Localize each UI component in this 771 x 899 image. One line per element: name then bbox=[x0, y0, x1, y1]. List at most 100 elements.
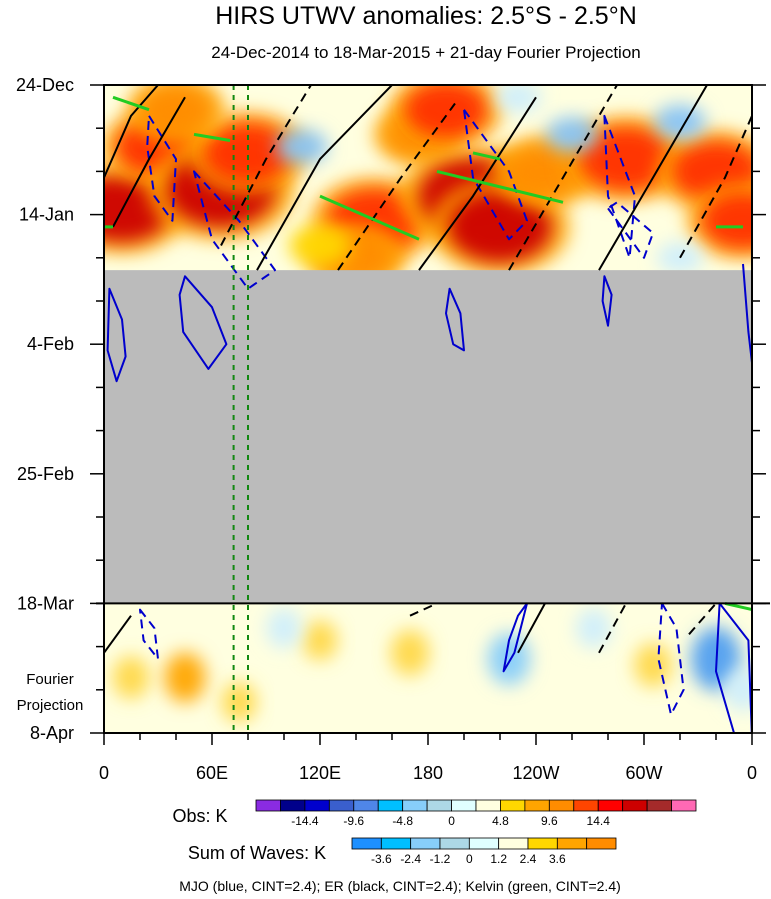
anomaly-blob bbox=[576, 608, 612, 649]
colorbar-swatch bbox=[328, 799, 355, 812]
colorbar-swatch bbox=[439, 837, 470, 850]
anomaly-blob bbox=[112, 655, 150, 699]
missing-data-region bbox=[104, 270, 752, 604]
anomaly-blob bbox=[494, 85, 542, 113]
contour-mjo bbox=[502, 602, 528, 673]
colorbar-swatch bbox=[573, 799, 599, 812]
colorbar-swatch bbox=[597, 799, 624, 812]
colorbar-swatch bbox=[498, 837, 529, 850]
colorbar-swatch bbox=[646, 799, 672, 812]
x-tick-label: 0 bbox=[747, 763, 757, 783]
contour-er bbox=[104, 85, 159, 179]
obs-colorbar: -14.4 -9.6 -4.8 0 4.8 9.6 14.4 bbox=[255, 799, 697, 828]
contour-mjo bbox=[178, 275, 228, 370]
anomaly-blob bbox=[546, 116, 598, 152]
colorbar-swatch bbox=[556, 837, 588, 850]
colorbar-swatch bbox=[524, 799, 550, 812]
anomaly-blob bbox=[266, 608, 302, 649]
x-tick-label: 60W bbox=[625, 763, 662, 783]
colorbar-swatch bbox=[500, 799, 526, 812]
anomaly-blob bbox=[404, 85, 488, 138]
anomaly-blob bbox=[579, 127, 673, 191]
colorbar-tick-label: -3.6 bbox=[371, 852, 392, 866]
colorbar-swatch bbox=[468, 837, 500, 850]
colorbar-tick-label: 3.6 bbox=[549, 852, 566, 866]
colorbar-tick-label: -14.4 bbox=[291, 814, 319, 828]
colorbar-swatch bbox=[353, 799, 379, 812]
colorbar-swatch bbox=[380, 837, 412, 850]
colorbar-swatch bbox=[548, 799, 575, 812]
y-tick-label: 25-Feb bbox=[17, 464, 74, 484]
wave-contours bbox=[104, 85, 752, 733]
y-tick-label: 14-Jan bbox=[19, 205, 74, 225]
contour-er bbox=[517, 602, 546, 654]
contour-mjo bbox=[139, 608, 159, 660]
guide-lines bbox=[232, 85, 249, 733]
contour-kelvin bbox=[193, 132, 231, 142]
contour-er bbox=[409, 602, 438, 617]
contour-mjo bbox=[657, 602, 685, 716]
colorbar-swatch bbox=[527, 837, 558, 850]
colorbar-tick-label: 4.8 bbox=[492, 814, 509, 828]
x-tick-label: 60E bbox=[196, 763, 228, 783]
colorbar-tick-label: 0 bbox=[466, 852, 473, 866]
x-tick-label: 120E bbox=[299, 763, 341, 783]
colorbar-swatch bbox=[255, 799, 281, 812]
contour-er bbox=[598, 85, 708, 271]
y-tick-label: 24-Dec bbox=[16, 75, 74, 95]
fourier-label-line1: Fourier bbox=[26, 671, 74, 688]
anomaly-blob bbox=[448, 191, 552, 263]
colorbar-swatch bbox=[451, 799, 477, 812]
y-tick-label: 8-Apr bbox=[30, 723, 74, 743]
x-tick-label: 0 bbox=[99, 763, 109, 783]
contour-er bbox=[220, 85, 312, 246]
contour-mjo bbox=[445, 287, 465, 352]
colorbar-tick-label: -4.8 bbox=[392, 814, 413, 828]
anomaly-blob bbox=[139, 85, 213, 135]
contour-mjo bbox=[106, 287, 127, 383]
contour-mjo bbox=[607, 201, 654, 259]
contour-er bbox=[337, 102, 456, 271]
anomaly-blob bbox=[724, 668, 752, 712]
colorbar-swatch bbox=[622, 799, 648, 812]
contour-er bbox=[688, 602, 717, 635]
fourier-label-line2: Projection bbox=[17, 697, 84, 714]
contour-mjo bbox=[715, 602, 752, 733]
anomaly-blob bbox=[164, 652, 206, 703]
colorbar-tick-label: 1.2 bbox=[490, 852, 507, 866]
contour-er bbox=[508, 85, 618, 271]
contour-er bbox=[104, 615, 132, 654]
anomaly-blob bbox=[204, 122, 292, 183]
contour-mjo bbox=[742, 263, 752, 363]
contour-er bbox=[598, 602, 627, 654]
anomaly-blob bbox=[701, 192, 752, 249]
x-tick-label: 120W bbox=[512, 763, 559, 783]
anomaly-blob bbox=[221, 682, 257, 723]
chart-title: HIRS UTWV anomalies: 2.5°S - 2.5°N bbox=[215, 2, 637, 30]
contour-mjo bbox=[601, 275, 613, 327]
contour-mjo bbox=[463, 108, 528, 241]
colorbar-tick-label: -9.6 bbox=[343, 814, 364, 828]
contour-er bbox=[256, 85, 393, 271]
plot-area bbox=[96, 84, 770, 734]
y-tick-label: 18-Mar bbox=[17, 593, 74, 613]
colorbar-swatch bbox=[410, 837, 441, 850]
contour-kelvin bbox=[319, 194, 420, 241]
colorbar-swatch bbox=[475, 799, 501, 812]
x-axis: 0 60E 120E 180 120W 60W 0 bbox=[99, 733, 757, 783]
contour-kelvin bbox=[724, 601, 752, 612]
contour-er bbox=[112, 96, 186, 228]
contour-kelvin bbox=[112, 95, 150, 112]
anomaly-blob bbox=[654, 104, 706, 140]
colorbar-swatch bbox=[402, 799, 428, 812]
colorbar-tick-label: 14.4 bbox=[587, 814, 611, 828]
waves-colorbar-label: Sum of Waves: K bbox=[188, 843, 326, 863]
anomaly-blob bbox=[487, 632, 531, 685]
contour-mjo bbox=[146, 114, 177, 222]
colorbar-swatch bbox=[304, 799, 330, 812]
y-axis: 24-Dec 14-Jan 4-Feb 25-Feb 18-Mar 8-Apr bbox=[16, 75, 766, 743]
anomaly-blob bbox=[276, 129, 328, 165]
colorbar-tick-label: 2.4 bbox=[520, 852, 537, 866]
anomaly-blob bbox=[390, 629, 430, 676]
